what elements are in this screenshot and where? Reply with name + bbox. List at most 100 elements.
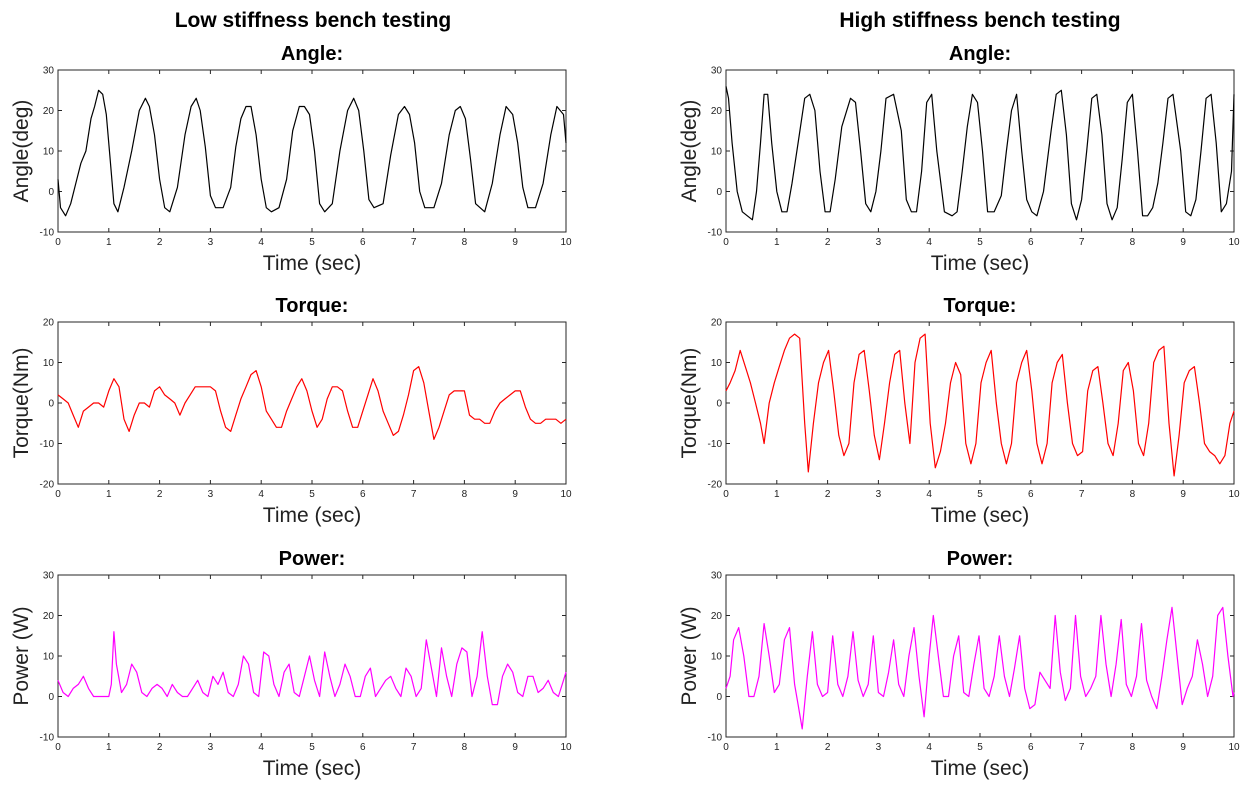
y-tick-label: 0 [48, 187, 54, 198]
y-axis-label: Angle(deg) [10, 100, 33, 203]
y-tick-label: 30 [711, 571, 723, 582]
x-tick-label: 9 [1180, 489, 1186, 500]
y-tick-label: -10 [40, 228, 55, 239]
x-axis-label: Time (sec) [263, 504, 361, 527]
x-axis-label: Time (sec) [263, 757, 361, 780]
x-tick-label: 7 [411, 237, 417, 248]
x-tick-label: 10 [1228, 489, 1240, 500]
y-tick-label: 20 [43, 611, 55, 622]
x-tick-label: 7 [411, 489, 417, 500]
x-tick-label: 2 [825, 489, 831, 500]
x-tick-label: 8 [1130, 237, 1136, 248]
x-tick-label: 1 [774, 742, 780, 753]
x-tick-label: 4 [926, 489, 932, 500]
y-tick-label: -10 [708, 439, 723, 450]
chart-torque-low: Torque: 0 1 2 3 4 5 6 7 8 9 10 -20 -10 0 10 20 Time (sec)… [10, 295, 572, 527]
x-tick-label: 2 [157, 489, 163, 500]
chart-torque-high: Torque: 0 1 2 3 4 5 6 7 8 9 10 -20 -10 0 10 20 Time (sec)… [678, 295, 1240, 527]
y-tick-label: -20 [40, 480, 55, 491]
x-tick-label: 7 [1079, 742, 1085, 753]
series-line [57, 631, 567, 706]
y-tick-label: 0 [48, 692, 54, 703]
x-tick-label: 2 [825, 237, 831, 248]
y-tick-label: -20 [708, 480, 723, 491]
y-axis-label: Torque(Nm) [10, 348, 33, 459]
y-axis-label: Power (W) [678, 606, 701, 705]
x-tick-label: 0 [55, 742, 61, 753]
x-tick-label: 5 [309, 742, 315, 753]
y-tick-label: -10 [708, 228, 723, 239]
x-tick-label: 1 [106, 742, 112, 753]
x-tick-label: 8 [1130, 742, 1136, 753]
x-tick-label: 0 [723, 237, 729, 248]
x-tick-label: 9 [512, 489, 518, 500]
y-tick-label: 20 [711, 611, 723, 622]
x-tick-label: 4 [258, 742, 264, 753]
plot-area [57, 321, 567, 485]
x-tick-label: 7 [411, 742, 417, 753]
y-tick-label: 20 [43, 318, 55, 329]
x-tick-label: 8 [1130, 489, 1136, 500]
chart-title: Angle: [949, 43, 1011, 65]
x-tick-label: 10 [1228, 742, 1240, 753]
y-tick-label: 10 [43, 147, 55, 158]
y-tick-label: 30 [711, 66, 723, 77]
plot-area [725, 69, 1235, 233]
y-tick-label: 0 [48, 399, 54, 410]
x-tick-label: 10 [1228, 237, 1240, 248]
x-tick-label: 0 [55, 237, 61, 248]
x-tick-label: 5 [977, 742, 983, 753]
x-tick-label: 3 [208, 489, 214, 500]
plot-area [725, 321, 1235, 485]
x-tick-label: 0 [55, 489, 61, 500]
x-tick-label: 4 [926, 742, 932, 753]
x-tick-label: 3 [876, 742, 882, 753]
y-tick-label: 10 [711, 652, 723, 663]
x-tick-label: 3 [208, 742, 214, 753]
x-tick-label: 5 [977, 237, 983, 248]
x-axis-label: Time (sec) [931, 252, 1029, 275]
plot-area [725, 574, 1235, 738]
x-tick-label: 9 [512, 237, 518, 248]
y-tick-label: 10 [711, 358, 723, 369]
chart-title: Power: [947, 548, 1014, 570]
x-tick-label: 2 [157, 237, 163, 248]
x-tick-label: 7 [1079, 237, 1085, 248]
series-line [57, 366, 567, 440]
x-tick-label: 5 [977, 489, 983, 500]
x-tick-label: 4 [926, 237, 932, 248]
x-tick-label: 4 [258, 489, 264, 500]
chart-title: Torque: [944, 295, 1017, 317]
y-tick-label: 0 [716, 399, 722, 410]
x-tick-label: 1 [774, 237, 780, 248]
x-tick-label: 3 [876, 489, 882, 500]
y-tick-label: -10 [40, 733, 55, 744]
y-axis-label: Torque(Nm) [678, 348, 701, 459]
series-line [725, 333, 1235, 477]
x-tick-label: 2 [825, 742, 831, 753]
y-tick-label: -10 [40, 439, 55, 450]
x-tick-label: 0 [723, 742, 729, 753]
plot-area [57, 574, 567, 738]
x-tick-label: 3 [876, 237, 882, 248]
x-axis-label: Time (sec) [931, 757, 1029, 780]
x-tick-label: 1 [106, 489, 112, 500]
x-tick-label: 10 [560, 489, 572, 500]
x-tick-label: 6 [1028, 489, 1034, 500]
x-tick-label: 7 [1079, 489, 1085, 500]
y-tick-label: 30 [43, 66, 55, 77]
x-tick-label: 6 [360, 742, 366, 753]
y-tick-label: -10 [708, 733, 723, 744]
x-tick-label: 8 [462, 742, 468, 753]
x-tick-label: 6 [360, 489, 366, 500]
x-tick-label: 10 [560, 742, 572, 753]
y-tick-label: 30 [43, 571, 55, 582]
x-tick-label: 3 [208, 237, 214, 248]
x-tick-label: 1 [106, 237, 112, 248]
x-tick-label: 6 [360, 237, 366, 248]
